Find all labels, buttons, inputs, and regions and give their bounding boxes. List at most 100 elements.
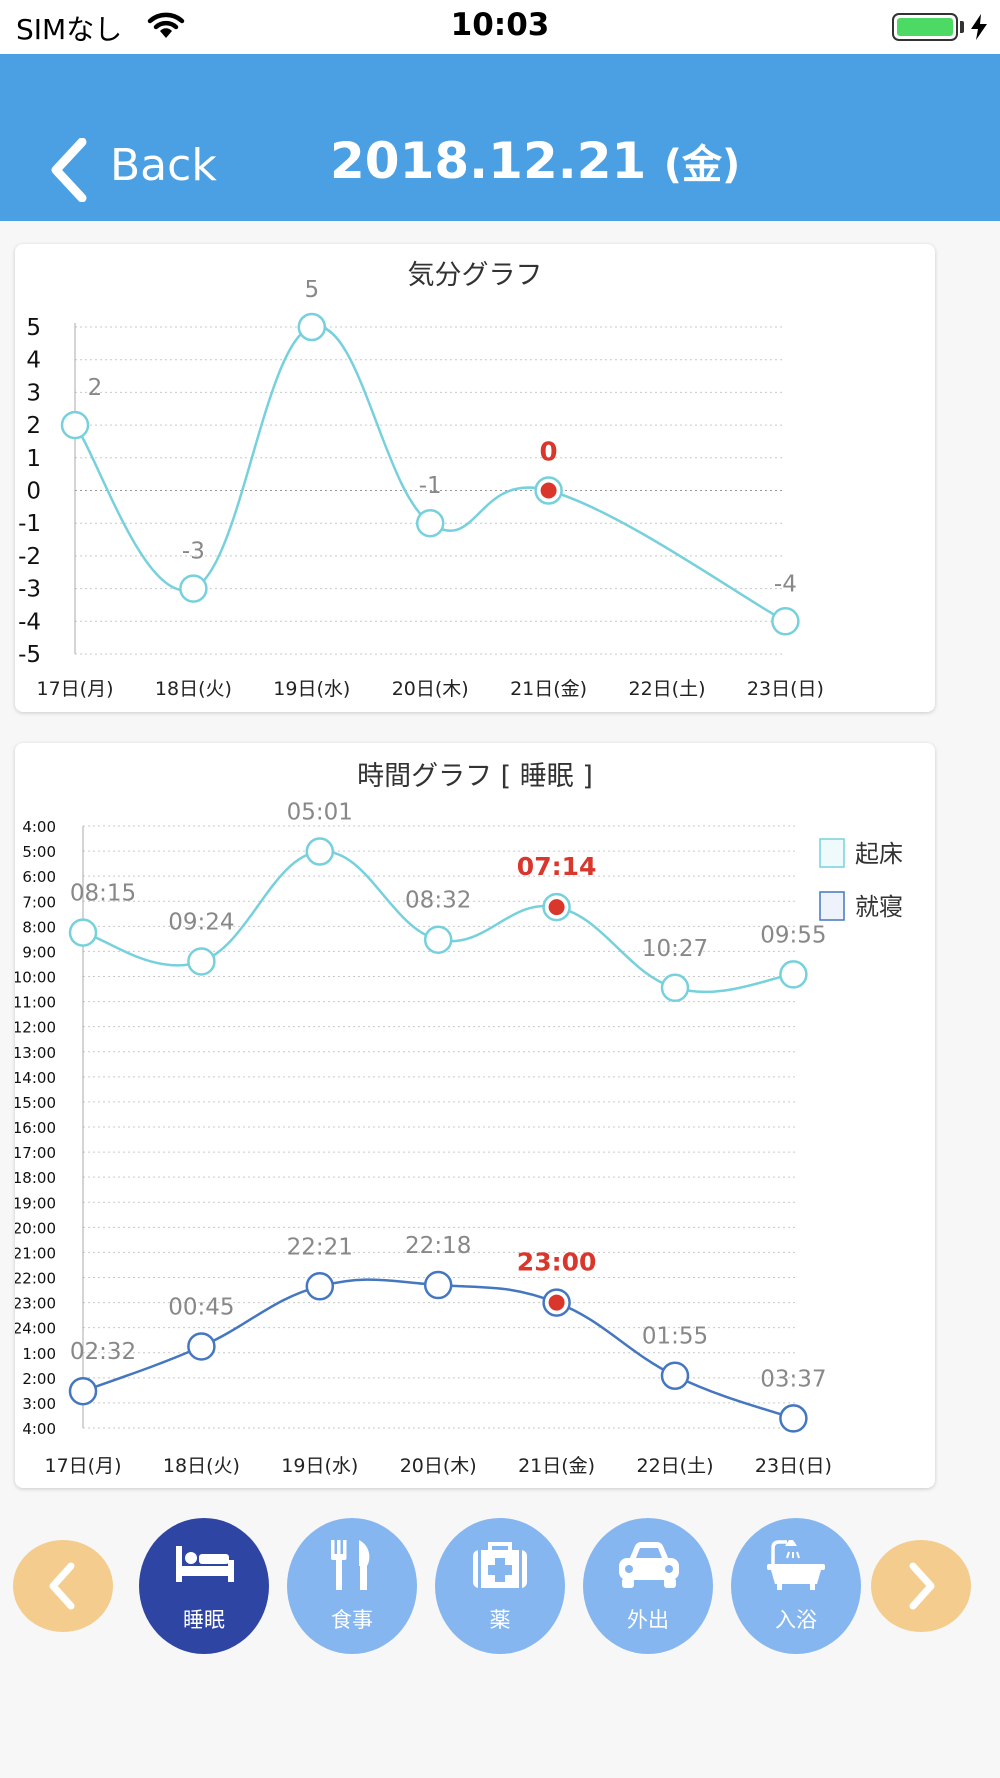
mood-chart: 気分グラフ 5 4 3 2 1 0 -1 -2 -3 -4 -5 17日(月) 18日(火) 19日(水) 2… xyxy=(18,260,824,700)
y-tick-label: 21:00 xyxy=(15,1244,56,1262)
y-tick-label: 14:00 xyxy=(15,1069,56,1087)
category-label: 外出 xyxy=(627,1608,669,1632)
y-tick-label: 4 xyxy=(26,348,41,374)
y-tick-label: -4 xyxy=(18,609,41,635)
data-point xyxy=(779,960,808,989)
data-point xyxy=(297,312,327,342)
x-tick-label: 22日(土) xyxy=(636,1455,713,1477)
data-point xyxy=(305,837,335,866)
y-tick-label: 12:00 xyxy=(15,1019,56,1037)
x-tick-label: 20日(木) xyxy=(392,678,469,700)
x-tick-label: 21日(金) xyxy=(518,1455,595,1477)
data-label: -4 xyxy=(774,571,797,597)
category-sleep-button[interactable]: 睡眠 xyxy=(139,1518,269,1654)
category-meal-button[interactable]: 食事 xyxy=(287,1518,417,1654)
data-label: 5 xyxy=(304,277,319,303)
charging-bolt-icon xyxy=(970,14,988,44)
category-label: 睡眠 xyxy=(183,1608,225,1632)
y-tick-label: 10:00 xyxy=(15,969,56,987)
y-tick-label: 18:00 xyxy=(15,1169,56,1187)
back-label: Back xyxy=(110,140,217,191)
data-point xyxy=(423,925,453,954)
legend-label: 就寝 xyxy=(855,893,903,921)
x-tick-label: 22日(土) xyxy=(628,678,705,700)
chart-title: 気分グラフ xyxy=(408,260,543,291)
data-point-highlight xyxy=(540,482,557,499)
chart-title: 時間グラフ [ 睡眠 ] xyxy=(357,761,593,792)
category-medicine-button[interactable]: 薬 xyxy=(435,1518,565,1654)
data-label: 08:32 xyxy=(405,888,471,914)
data-point xyxy=(187,1332,216,1361)
data-point xyxy=(415,508,445,538)
sleep-chart-card: 時間グラフ [ 睡眠 ] 4:00 5:00 6:00 7:00 8:00 9:00 10:0… xyxy=(15,743,935,1488)
data-point xyxy=(771,607,800,636)
legend-swatch xyxy=(819,891,845,921)
legend-swatch xyxy=(819,838,845,868)
y-tick-label: -1 xyxy=(18,511,41,537)
title-date: 2018.12.21 xyxy=(330,132,647,190)
prev-button[interactable] xyxy=(13,1540,113,1632)
x-tick-label: 23日(日) xyxy=(747,678,824,700)
chevron-right-icon xyxy=(909,1562,935,1610)
data-label: -3 xyxy=(182,539,205,565)
chevron-left-icon xyxy=(49,1562,75,1610)
y-tick-label: 5:00 xyxy=(22,843,56,861)
y-tick-label: 4:00 xyxy=(22,818,56,836)
title-day-of-week: (金) xyxy=(663,142,741,188)
medicine-box-icon xyxy=(473,1542,527,1588)
data-label: 0 xyxy=(540,438,558,468)
wifi-icon xyxy=(146,10,186,44)
y-tick-label: 1 xyxy=(26,446,41,472)
chevron-left-icon xyxy=(51,138,87,202)
y-tick-label: 19:00 xyxy=(15,1194,56,1212)
data-point xyxy=(179,574,208,603)
carrier-label: SIMなし xyxy=(16,13,123,46)
data-point xyxy=(660,1361,690,1390)
bed-icon xyxy=(176,1546,234,1582)
battery-level xyxy=(897,18,953,36)
x-tick-label: 18日(火) xyxy=(155,678,232,700)
y-tick-label: 0 xyxy=(26,479,41,505)
data-label: 01:55 xyxy=(642,1324,708,1350)
y-tick-label: 2:00 xyxy=(22,1370,56,1388)
data-point xyxy=(68,1376,98,1406)
x-tick-label: 19日(水) xyxy=(273,678,350,700)
y-tick-label: 5 xyxy=(26,315,41,341)
bathtub-icon xyxy=(767,1540,825,1590)
category-selector: 睡眠 食事 薬 xyxy=(0,1510,1000,1660)
category-outing-button[interactable]: 外出 xyxy=(583,1518,713,1654)
fork-knife-icon xyxy=(331,1540,370,1590)
data-label: 03:37 xyxy=(760,1366,826,1392)
data-label: 2 xyxy=(88,375,103,401)
y-tick-label: 8:00 xyxy=(22,918,56,936)
clock: 10:03 xyxy=(450,7,550,43)
data-label: 10:27 xyxy=(642,936,708,962)
status-bar: SIMなし 10:03 xyxy=(0,0,1000,54)
y-tick-label: 9:00 xyxy=(22,943,56,961)
y-tick-label: -5 xyxy=(18,642,41,668)
y-tick-label: 13:00 xyxy=(15,1044,56,1062)
category-bath-button[interactable]: 入浴 xyxy=(731,1518,861,1654)
nav-bar: Back 2018.12.21 (金) xyxy=(0,54,1000,221)
x-tick-label: 17日(月) xyxy=(44,1455,121,1477)
category-label: 薬 xyxy=(489,1608,511,1632)
x-tick-label: 21日(金) xyxy=(510,678,587,700)
data-label: 22:21 xyxy=(287,1234,353,1260)
data-label: 02:32 xyxy=(70,1339,136,1365)
data-point xyxy=(68,918,98,947)
data-label: 09:24 xyxy=(168,909,234,935)
page-title: 2018.12.21 (金) xyxy=(330,132,740,190)
data-label: 05:01 xyxy=(287,800,353,826)
battery-icon xyxy=(892,13,958,41)
y-tick-label: 15:00 xyxy=(15,1094,56,1112)
x-tick-label: 18日(火) xyxy=(163,1455,240,1477)
category-label: 食事 xyxy=(331,1608,373,1632)
next-button[interactable] xyxy=(871,1540,971,1632)
y-tick-label: 1:00 xyxy=(22,1345,56,1363)
data-label: 00:45 xyxy=(168,1294,234,1320)
category-label: 入浴 xyxy=(775,1608,817,1632)
data-label: 09:55 xyxy=(760,922,826,948)
data-label: -1 xyxy=(419,473,442,499)
y-tick-label: 20:00 xyxy=(15,1219,56,1237)
y-tick-label: 11:00 xyxy=(15,994,56,1012)
